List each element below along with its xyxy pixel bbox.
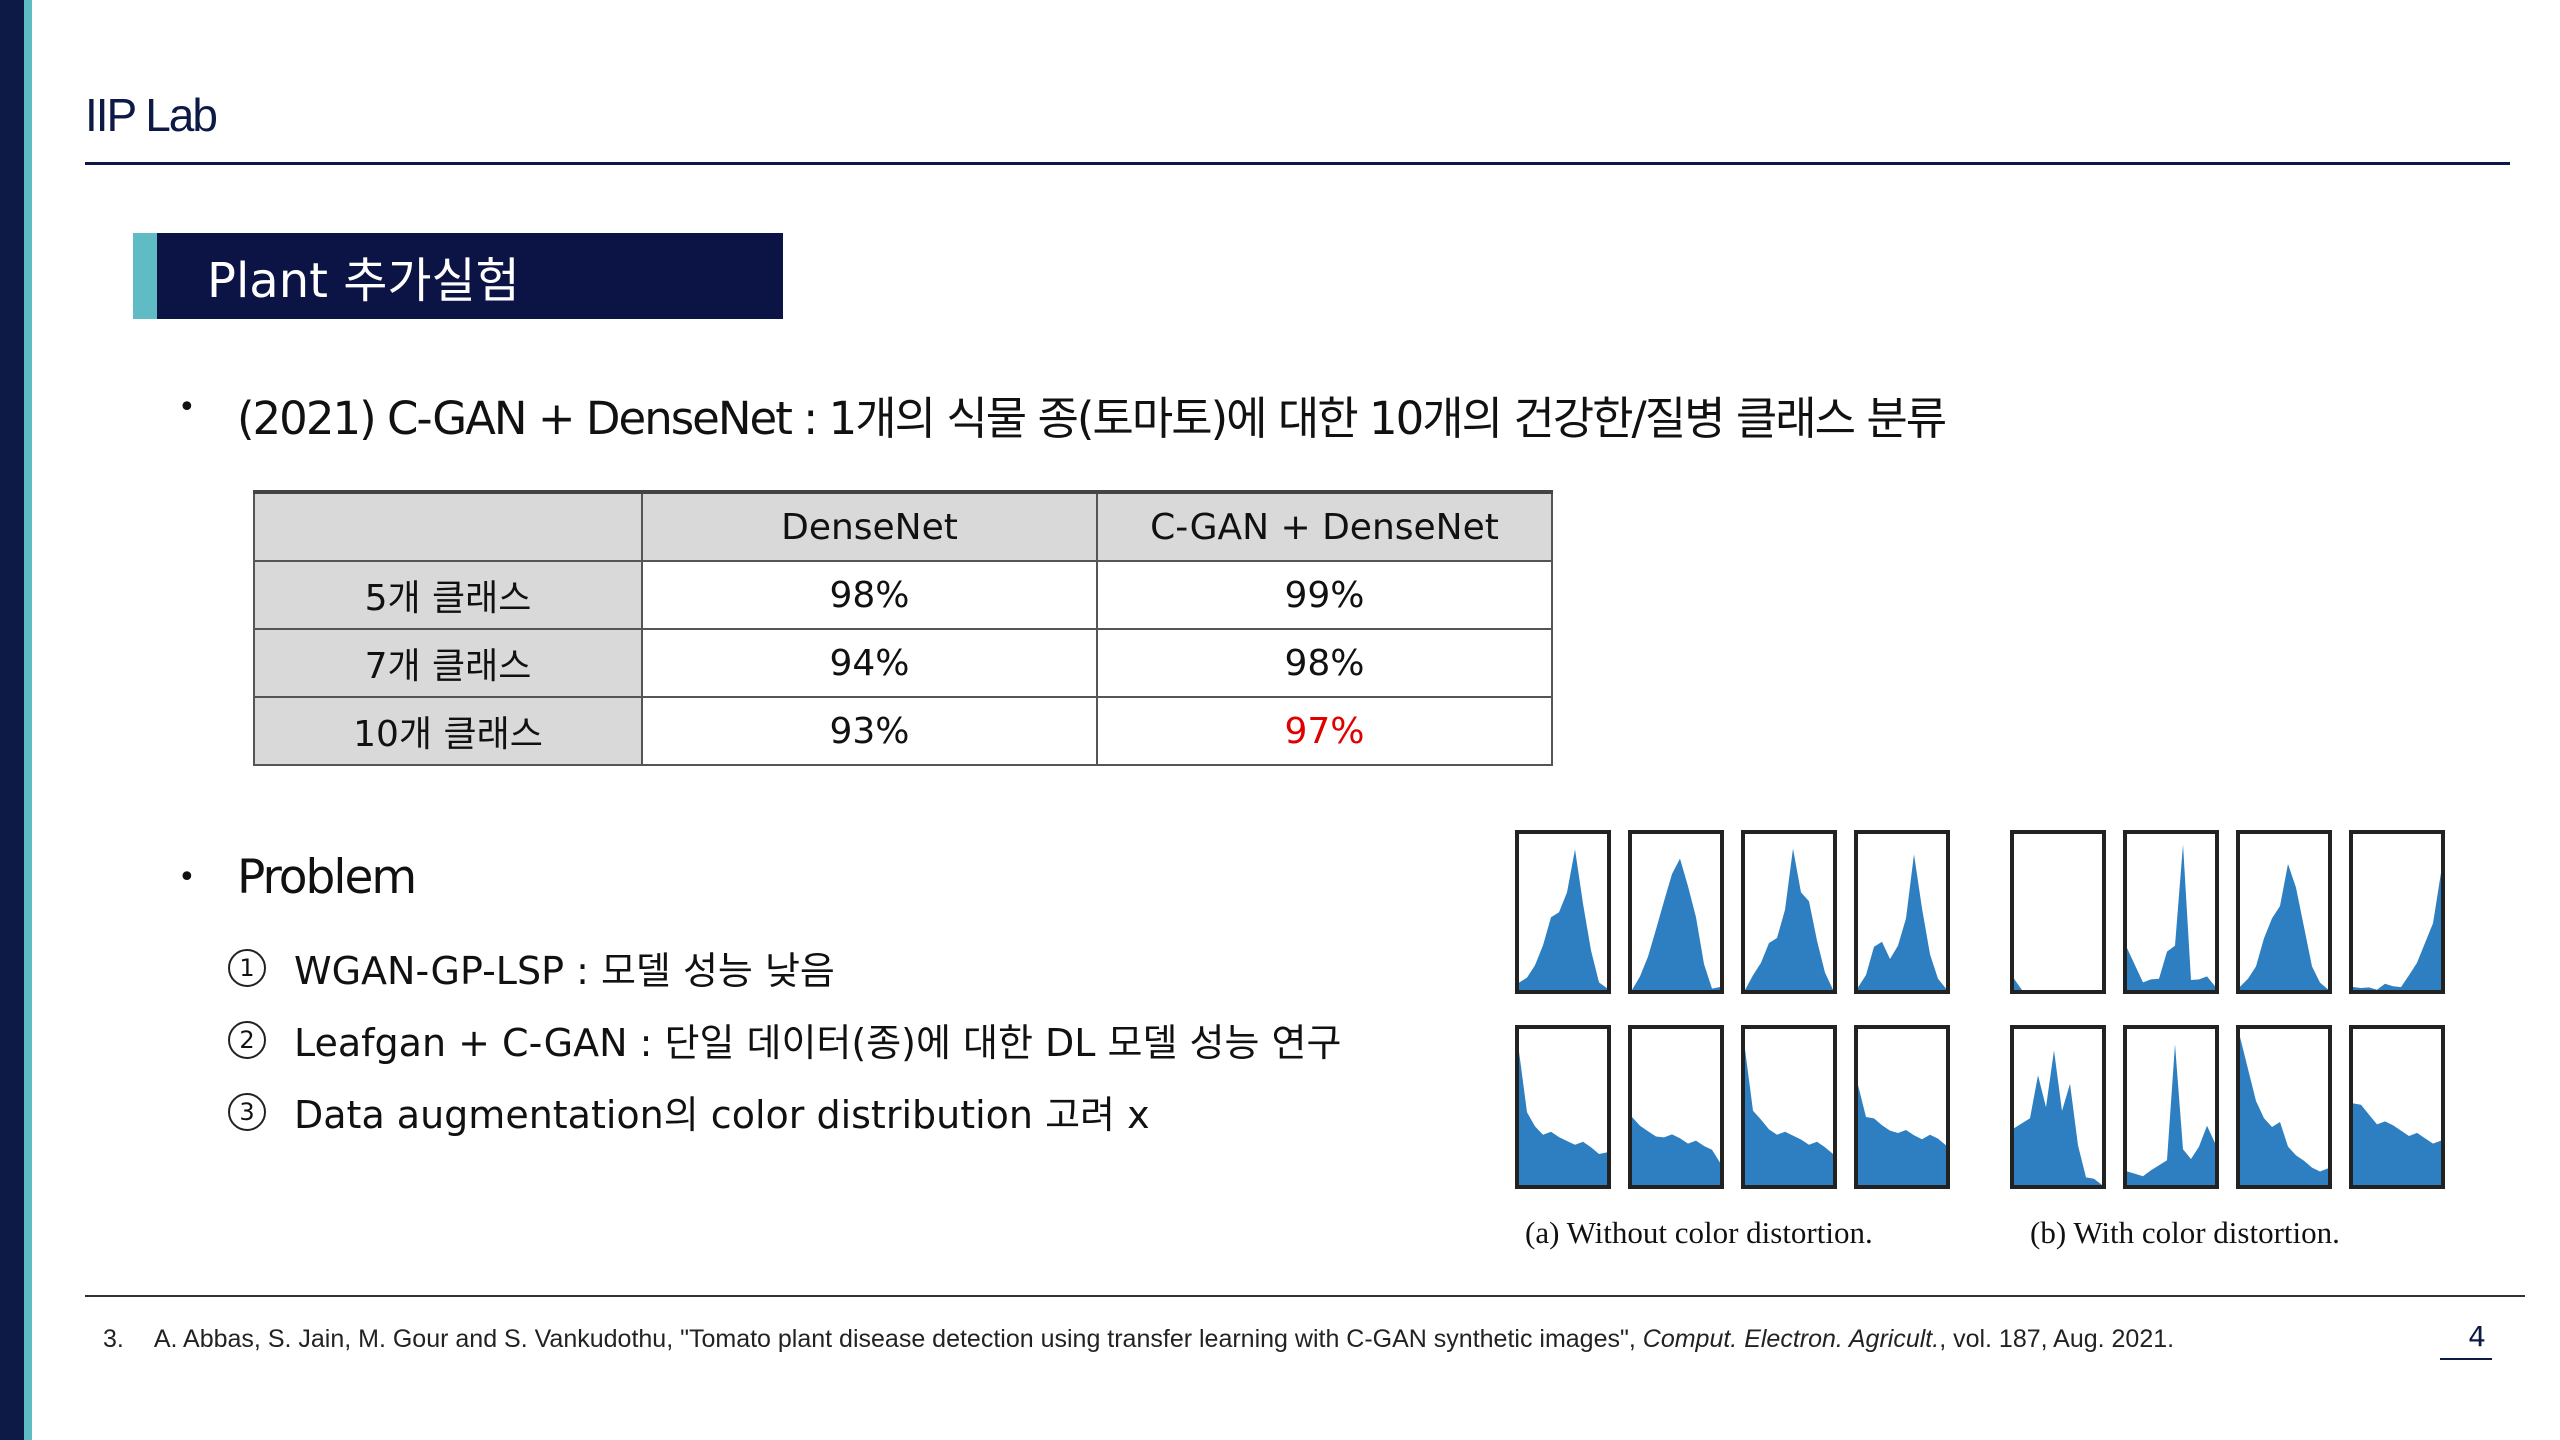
cgan-value: 98% xyxy=(1096,628,1553,698)
cgan-value-highlight: 97% xyxy=(1096,696,1553,766)
reference-tail: , vol. 187, Aug. 2021. xyxy=(1939,1325,2175,1353)
section-title-accent xyxy=(133,233,157,319)
histogram-thumbnail xyxy=(1515,830,1611,994)
reference: 3. A. Abbas, S. Jain, M. Gour and S. Vank… xyxy=(103,1325,2174,1354)
histogram-thumbnail xyxy=(2349,1025,2445,1189)
table-row: 10개 클래스 93% 97% xyxy=(253,696,1553,766)
histogram-thumbnail xyxy=(1741,830,1837,994)
row-label: 5개 클래스 xyxy=(253,560,643,630)
histogram-thumbnail xyxy=(2349,830,2445,994)
table-row: 7개 클래스 94% 98% xyxy=(253,628,1553,698)
section-title-box: Plant 추가실험 xyxy=(133,233,783,319)
histogram-thumbnail xyxy=(1628,830,1724,994)
reference-number: 3. xyxy=(103,1325,124,1353)
densenet-value: 94% xyxy=(641,628,1098,698)
problem-text: Leafgan + C-GAN : 단일 데이터(종)에 대한 DL 모델 성능… xyxy=(294,1021,1342,1065)
left-bar xyxy=(0,0,24,1440)
left-accent xyxy=(24,0,32,1440)
histogram-thumbnail xyxy=(1854,1025,1950,1189)
histogram-thumbnail xyxy=(2123,830,2219,994)
histogram-thumbnail xyxy=(2236,1025,2332,1189)
cgan-value: 99% xyxy=(1096,560,1553,630)
table-header-cell xyxy=(253,491,643,562)
histogram-thumbnail xyxy=(1854,830,1950,994)
histogram-thumbnail xyxy=(2123,1025,2219,1189)
densenet-value: 98% xyxy=(641,560,1098,630)
table-header-cell: C-GAN + DenseNet xyxy=(1096,491,1553,562)
histogram-thumbnail xyxy=(2236,830,2332,994)
histogram-thumbnail xyxy=(1515,1025,1611,1189)
row-label: 10개 클래스 xyxy=(253,696,643,766)
table-row: 5개 클래스 98% 99% xyxy=(253,560,1553,630)
section-title: Plant 추가실험 xyxy=(207,253,520,309)
footer-divider xyxy=(85,1295,2525,1297)
histogram-figure: (a) Without color distortion. (b) With c… xyxy=(1515,830,2455,1270)
circled-number: 2 xyxy=(228,1020,266,1059)
page-number-underline xyxy=(2440,1358,2492,1360)
problem-text: Data augmentation의 color distribution 고려… xyxy=(294,1093,1150,1137)
table-header-row: DenseNet C-GAN + DenseNet xyxy=(253,491,1553,562)
header-divider xyxy=(85,162,2510,165)
histogram-thumbnail xyxy=(2010,830,2106,994)
caption-a: (a) Without color distortion. xyxy=(1525,1215,1873,1250)
problem-item: 1 WGAN-GP-LSP : 모델 성능 낮음 xyxy=(228,940,835,995)
histogram-thumbnail xyxy=(1628,1025,1724,1189)
page-number: 4 xyxy=(2468,1320,2486,1353)
histogram-thumbnail xyxy=(2010,1025,2106,1189)
reference-journal: Comput. Electron. Agricult. xyxy=(1642,1325,1940,1353)
circled-number: 1 xyxy=(228,948,266,987)
problem-heading: Problem xyxy=(237,850,417,905)
problem-text: WGAN-GP-LSP : 모델 성능 낮음 xyxy=(294,949,835,993)
problem-item: 3 Data augmentation의 color distribution … xyxy=(228,1084,1150,1139)
circled-number: 3 xyxy=(228,1092,266,1131)
densenet-value: 93% xyxy=(641,696,1098,766)
bullet-dot: • xyxy=(178,390,196,425)
row-label: 7개 클래스 xyxy=(253,628,643,698)
caption-b: (b) With color distortion. xyxy=(2030,1215,2340,1250)
bullet-text-study: (2021) C-GAN + DenseNet : 1개의 식물 종(토마토)에… xyxy=(237,392,1947,445)
histogram-thumbnail xyxy=(1741,1025,1837,1189)
lab-title: IIP Lab xyxy=(85,89,218,141)
results-table: DenseNet C-GAN + DenseNet 5개 클래스 98% 99%… xyxy=(253,490,1553,766)
table-header-cell: DenseNet xyxy=(641,491,1098,562)
bullet-dot: • xyxy=(178,860,196,895)
problem-item: 2 Leafgan + C-GAN : 단일 데이터(종)에 대한 DL 모델 … xyxy=(228,1012,1341,1067)
reference-text: A. Abbas, S. Jain, M. Gour and S. Vankud… xyxy=(153,1325,1636,1353)
